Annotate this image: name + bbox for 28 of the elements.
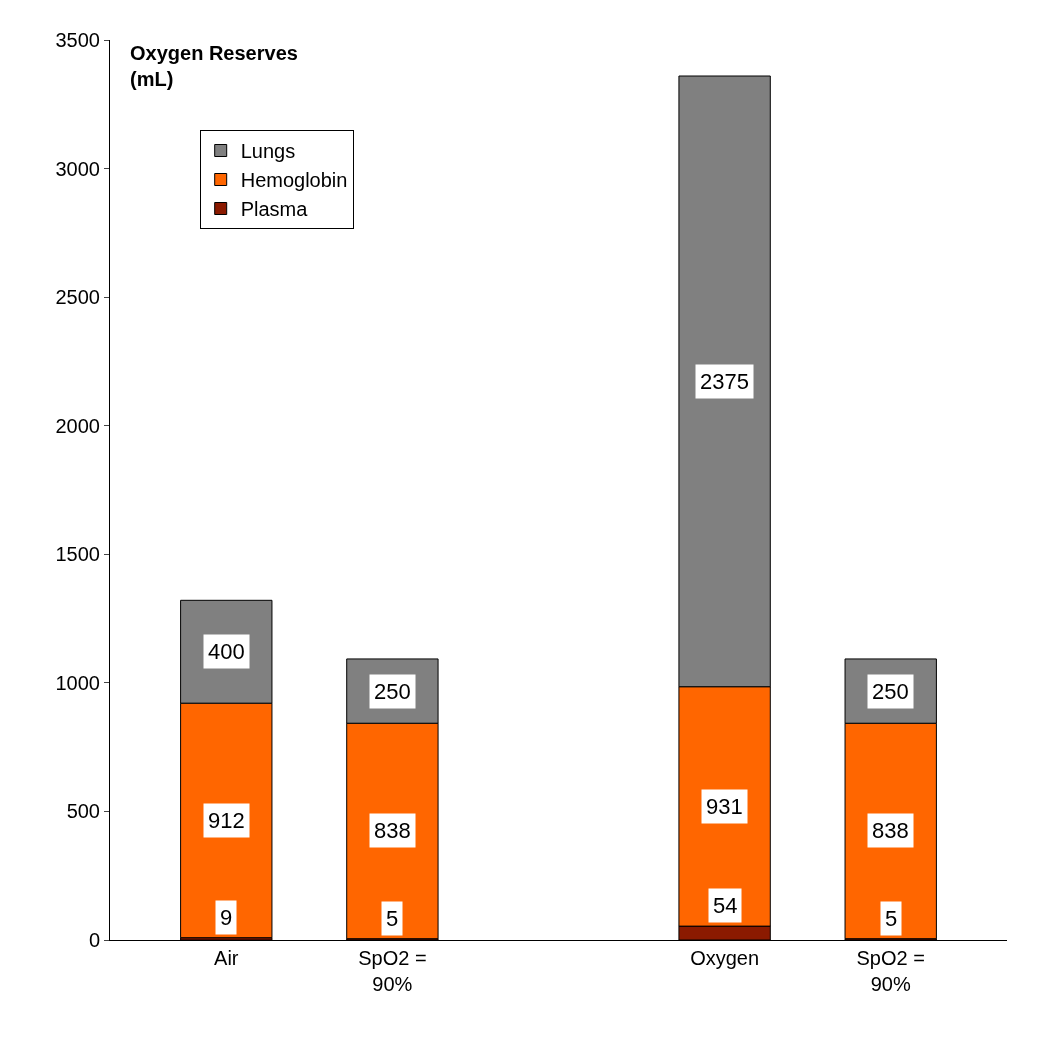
x-tick-label: SpO2 = 90%: [358, 947, 427, 995]
legend-label: Lungs: [240, 140, 296, 163]
x-tick-label: Oxygen: [690, 947, 760, 969]
y-tick-label: 2500: [55, 286, 100, 309]
y-tick-label: 1000: [55, 671, 100, 694]
data-label: 250: [374, 679, 411, 704]
legend-label: Hemoglobin: [240, 169, 348, 192]
x-tick-label: Air: [214, 947, 239, 969]
data-label: 250: [872, 679, 909, 704]
legend-label: Plasma: [240, 198, 309, 221]
data-label: 54: [713, 893, 738, 918]
data-label: 838: [872, 818, 909, 843]
y-tick-label: 3500: [55, 29, 100, 51]
y-tick-label: 3000: [55, 157, 100, 180]
y-tick-label: 0: [88, 929, 100, 951]
data-label: 9: [220, 905, 233, 930]
data-label: 931: [706, 794, 743, 819]
data-label: 5: [386, 906, 399, 931]
x-tick-label: SpO2 = 90%: [856, 947, 925, 995]
data-label: 838: [374, 818, 411, 843]
data-label: 2375: [700, 369, 749, 394]
y-tick-label: 2000: [55, 414, 100, 437]
data-label: 5: [885, 906, 898, 931]
y-tick-label: 1500: [55, 543, 100, 566]
text: Oxygen Reserves (mL): [130, 42, 298, 90]
y-tick-label: 500: [66, 800, 100, 823]
data-label: 400: [208, 639, 245, 664]
data-label: 912: [208, 808, 245, 833]
